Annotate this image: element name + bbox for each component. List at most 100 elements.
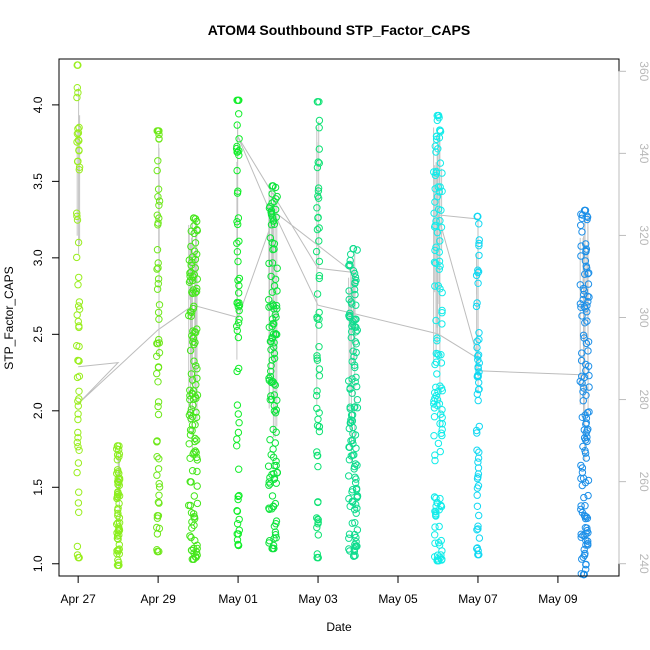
data-point [193,436,201,444]
data-point [438,288,446,297]
data-point [576,300,585,308]
data-point [346,547,354,555]
data-point [576,281,584,289]
data-point [353,246,361,254]
data-point [345,530,354,538]
data-point [579,331,588,339]
data-point [272,461,280,470]
data-point [113,534,122,543]
data-point [474,268,482,277]
x-axis-label: Date [326,620,352,634]
data-point [233,326,242,335]
data-point [193,325,201,333]
data-point [188,376,197,384]
data-point [73,216,82,224]
data-point [74,89,82,97]
data-point [155,201,163,210]
data-point [438,406,446,414]
data-point [315,116,324,125]
data-point [272,534,280,542]
data-point [268,288,276,296]
data-points [73,61,593,579]
data-point [155,480,163,488]
data-point [315,409,323,417]
data-point [154,275,163,283]
data-point [267,392,275,400]
data-point [351,290,359,299]
data-point [474,371,482,380]
data-point [584,425,592,433]
data-point [266,337,275,346]
data-point [189,555,198,563]
data-point [313,452,322,460]
data-point [581,411,589,419]
data-point [269,320,277,328]
data-point [345,260,354,269]
data-point [473,446,481,454]
data-point [190,510,198,518]
data-point [234,319,243,327]
y-tick-label: 1.0 [31,555,45,572]
data-point [436,159,445,167]
data-point [235,289,243,297]
data-point [74,499,83,507]
data-point [313,163,322,172]
data-point [75,372,84,380]
data-point [115,545,124,553]
data-point [268,213,277,221]
data-point [193,467,201,476]
data-point [153,285,162,293]
data-point [438,320,446,328]
data-point [347,418,355,426]
data-point [155,455,163,463]
data-point [234,428,243,437]
data-point [582,560,590,569]
data-point [235,419,243,427]
data-point [435,522,443,531]
data-point [579,442,587,451]
data-point [234,333,243,342]
data-point [314,531,322,539]
data-point [584,491,592,500]
data-point [346,309,354,317]
data-point [73,342,81,350]
data-point [313,387,321,395]
data-point [315,237,323,245]
data-point [437,501,445,510]
data-point [475,239,483,248]
data-point [235,281,243,290]
data-point [153,265,161,273]
data-point [473,502,482,510]
data-point [434,439,443,448]
data-point [270,217,278,225]
data-point [315,343,323,351]
data-point [315,272,324,280]
y-axis-right: 240 260 280 300 320 340 360 [618,61,650,574]
data-point [154,402,162,411]
data-point [235,364,243,373]
data-point [75,387,83,395]
data-point [582,541,590,549]
y-tick-label: 3.5 [31,173,45,190]
data-point [315,274,323,283]
data-point [313,448,321,456]
data-point [434,145,442,153]
data-point [264,462,273,470]
data-point [353,382,361,391]
data-point [431,394,439,402]
y-axis-label: STP_Factor_CAPS [2,266,16,369]
x-axis: Apr 27 Apr 29 May 01 May 03 May 05 May 07 May … [60,575,578,606]
data-point [75,273,83,282]
data-point [272,457,280,465]
x-tick-label: May 07 [458,592,498,606]
data-point [313,352,321,360]
data-point [581,512,589,521]
data-point [430,168,438,176]
data-point [153,471,161,479]
data-point [352,301,360,309]
data-point [268,209,276,218]
data-point [154,398,163,406]
y-right-tick-label: 300 [637,307,650,327]
data-point [581,549,589,558]
